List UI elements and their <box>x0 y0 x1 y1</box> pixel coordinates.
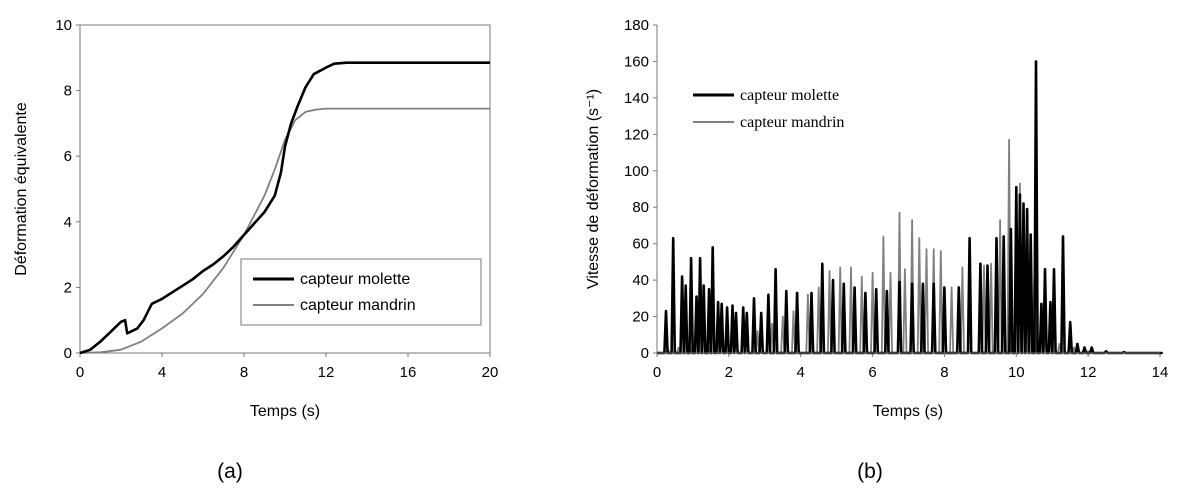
caption-b: (b) <box>857 460 883 483</box>
y-tick-label: 0 <box>64 345 72 362</box>
tick-marks-a <box>76 24 491 357</box>
y-tick-labels-a: 0 2 4 6 8 10 <box>55 17 72 362</box>
y-tick-label: 6 <box>64 148 72 165</box>
legend-a: capteur molette capteur mandrin <box>240 258 482 326</box>
y-axis-title-b: Vitesse de déformation (s⁻¹) <box>585 89 602 289</box>
legend-b: capteur molette capteur mandrin <box>686 74 896 140</box>
y-tick-label: 120 <box>624 126 649 143</box>
x-tick-label: 0 <box>653 364 661 381</box>
chart-b: 0 20 40 60 80 100 120 140 160 180 0 2 4 6 8 10 12 14 Tem… <box>585 17 1168 483</box>
x-tick-label: 4 <box>797 364 805 381</box>
series-line-molette <box>79 61 490 355</box>
caption-a: (a) <box>217 460 243 483</box>
x-tick-label: 6 <box>868 364 876 381</box>
x-tick-labels-a: 0 4 8 12 16 20 <box>76 364 499 381</box>
y-tick-label: 60 <box>632 236 649 253</box>
y-tick-label: 40 <box>632 272 649 289</box>
x-tick-label: 8 <box>940 364 948 381</box>
y-tick-label: 8 <box>64 83 72 100</box>
x-tick-label: 10 <box>1008 364 1025 381</box>
y-tick-labels-b: 0 20 40 60 80 100 120 140 160 180 <box>624 17 649 362</box>
x-tick-label: 14 <box>1152 364 1169 381</box>
x-axis-title-a: Temps (s) <box>250 403 320 420</box>
chart-a: 0 2 4 6 8 10 0 4 8 12 16 20 Temps (s) Déformation … <box>13 17 498 483</box>
y-tick-label: 160 <box>624 53 649 70</box>
y-tick-label: 10 <box>55 17 72 34</box>
x-tick-label: 0 <box>76 364 84 381</box>
legend-label-molette-b: capteur molette <box>740 87 839 104</box>
x-tick-label: 20 <box>482 364 499 381</box>
x-tick-labels-b: 0 2 4 6 8 10 12 14 <box>653 364 1169 381</box>
legend-box-a <box>240 258 482 326</box>
x-tick-label: 12 <box>318 364 335 381</box>
y-axis-title-a: Déformation équivalente <box>13 102 30 276</box>
y-tick-label: 4 <box>64 214 72 231</box>
x-tick-label: 8 <box>240 364 248 381</box>
y-tick-label: 20 <box>632 309 649 326</box>
y-tick-label: 2 <box>64 279 72 296</box>
y-tick-label: 80 <box>632 199 649 216</box>
legend-box-b <box>686 74 896 140</box>
x-tick-label: 16 <box>400 364 417 381</box>
x-tick-label: 4 <box>158 364 166 381</box>
series-group-a <box>79 61 490 355</box>
legend-label-mandrin-b: capteur mandrin <box>740 114 844 131</box>
x-axis-title-b: Temps (s) <box>873 403 943 420</box>
legend-label-mandrin-a: capteur mandrin <box>300 297 416 314</box>
x-tick-label: 2 <box>725 364 733 381</box>
legend-label-molette-a: capteur molette <box>300 271 410 288</box>
y-tick-label: 0 <box>641 345 649 362</box>
x-tick-label: 12 <box>1080 364 1097 381</box>
y-tick-label: 100 <box>624 163 649 180</box>
y-tick-label: 180 <box>624 17 649 34</box>
y-tick-label: 140 <box>624 90 649 107</box>
